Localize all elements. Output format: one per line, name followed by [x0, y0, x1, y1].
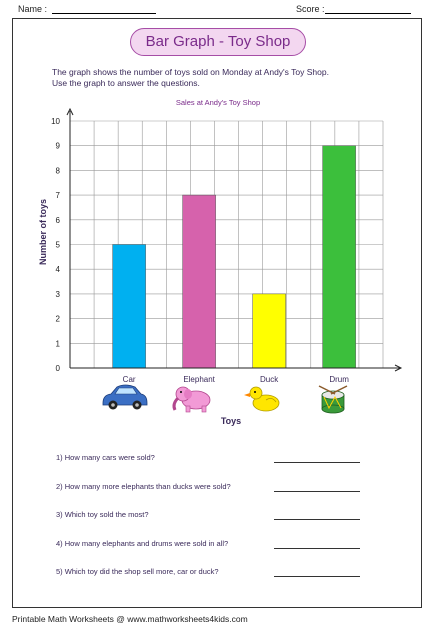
y-tick-label: 4 — [56, 265, 61, 274]
y-tick-label: 9 — [56, 142, 61, 151]
answer-line-1[interactable] — [274, 462, 360, 463]
question-5: 5) Which toy did the shop sell more, car… — [56, 567, 219, 576]
y-tick-label: 3 — [56, 290, 61, 299]
y-axis-arrow — [66, 107, 74, 116]
bar-duck — [252, 293, 286, 369]
name-label: Name : — [18, 4, 48, 14]
answer-line-2[interactable] — [274, 491, 360, 492]
x-tick-label: Elephant — [183, 375, 215, 384]
score-field[interactable] — [325, 13, 411, 14]
bar-elephant — [182, 194, 216, 369]
instruction-line-2: Use the graph to answer the questions. — [52, 78, 200, 88]
elephant-icon — [172, 386, 211, 413]
question-4: 4) How many elephants and drums were sol… — [56, 539, 229, 548]
x-axis-label: Toys — [221, 416, 241, 426]
chart-title: Sales at Andy's Toy Shop — [175, 98, 261, 107]
y-tick-label: 10 — [51, 117, 60, 126]
instruction-line-1: The graph shows the number of toys sold … — [52, 67, 329, 77]
drum-icon — [318, 385, 348, 414]
question-1: 1) How many cars were sold? — [56, 453, 155, 462]
name-field[interactable] — [52, 13, 156, 14]
question-2: 2) How many more elephants than ducks we… — [56, 482, 231, 491]
y-tick-labels: 0 1 2 3 4 5 6 7 8 9 10 — [51, 117, 60, 373]
x-category-labels: Car Elephant Duck Drum — [123, 375, 350, 384]
answer-line-3[interactable] — [274, 519, 360, 520]
x-tick-label: Car — [123, 375, 136, 384]
chart-axes — [66, 107, 403, 372]
y-tick-label: 1 — [56, 339, 61, 348]
worksheet-title: Bar Graph - Toy Shop — [130, 28, 306, 56]
duck-icon — [244, 386, 280, 412]
footer-credit: Printable Math Worksheets @ www.mathwork… — [12, 614, 248, 624]
answer-line-5[interactable] — [274, 576, 360, 577]
y-axis-label: Number of toys — [38, 199, 48, 265]
x-axis-arrow — [394, 364, 403, 372]
bar-drum — [322, 145, 356, 369]
y-tick-label: 5 — [56, 241, 61, 250]
y-tick-label: 6 — [56, 216, 61, 225]
car-icon — [102, 384, 148, 410]
bar-car — [112, 244, 146, 369]
chart-bars — [112, 145, 356, 369]
score-label: Score : — [296, 4, 325, 14]
question-3: 3) Which toy sold the most? — [56, 510, 149, 519]
y-tick-label: 2 — [56, 315, 61, 324]
answer-line-4[interactable] — [274, 548, 360, 549]
x-tick-label: Duck — [260, 375, 279, 384]
y-tick-label: 7 — [56, 191, 61, 200]
y-tick-label: 8 — [56, 166, 61, 175]
x-tick-label: Drum — [329, 375, 349, 384]
y-tick-label: 0 — [56, 364, 61, 373]
